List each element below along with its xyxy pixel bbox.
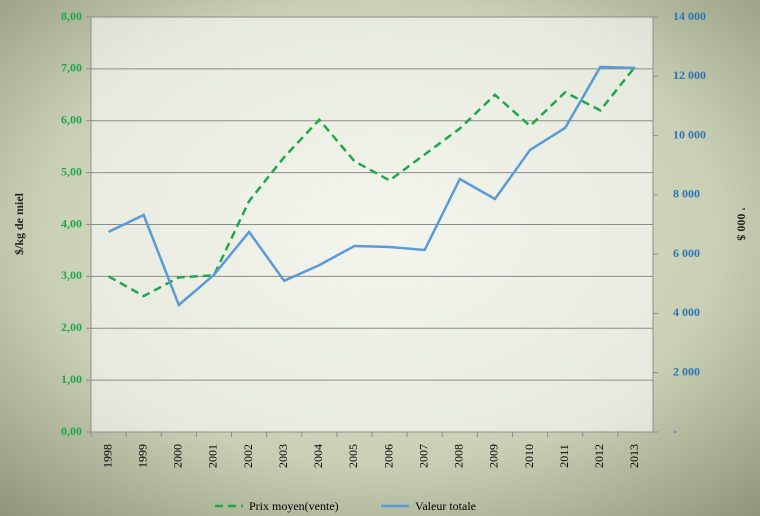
series-line [107, 65, 637, 298]
x-tick-label: 1998 [100, 444, 114, 468]
y2-tick-label: 8 000 [673, 187, 700, 201]
legend-label: Prix moyen(vente) [249, 499, 339, 513]
x-tick-label: 2009 [487, 444, 501, 468]
y2-tick-label: - [673, 424, 677, 438]
x-tick-label: 2001 [206, 444, 220, 468]
x-tick-label: 2007 [416, 444, 430, 468]
legend-label: Valeur totale [415, 499, 476, 513]
x-tick-label: 2012 [592, 444, 606, 468]
x-tick-label: 1999 [135, 444, 149, 468]
y2-tick-label: 14 000 [673, 9, 706, 23]
x-tick-label: 2000 [171, 444, 185, 468]
y2-tick-label: 4 000 [673, 305, 700, 319]
y-tick-label: 0,00 [61, 424, 82, 438]
x-tick-label: 2008 [452, 444, 466, 468]
x-tick-label: 2002 [241, 444, 255, 468]
y-axis-title: $/kg de miel [12, 192, 26, 255]
x-tick-label: 2005 [346, 444, 360, 468]
y-tick-label: 6,00 [61, 113, 82, 127]
x-tick-label: 2004 [311, 444, 325, 468]
y-tick-label: 5,00 [61, 164, 82, 178]
y-tick-label: 4,00 [61, 216, 82, 230]
x-tick-label: 2011 [557, 444, 571, 468]
series-line [108, 65, 636, 308]
y2-tick-label: 6 000 [673, 246, 700, 260]
y2-tick-label: 2 000 [673, 364, 700, 378]
y-tick-label: 3,00 [61, 268, 82, 282]
y-tick-label: 1,00 [61, 372, 82, 386]
x-tick-label: 2013 [627, 444, 641, 468]
y2-tick-label: 10 000 [673, 127, 706, 141]
x-tick-label: 2006 [381, 444, 395, 468]
y-tick-label: 7,00 [61, 61, 82, 75]
x-tick-label: 2010 [522, 444, 536, 468]
x-tick-label: 2003 [276, 444, 290, 468]
y2-tick-label: 12 000 [673, 68, 706, 82]
y2-axis-title: ' 000 $ [734, 207, 748, 240]
y-tick-label: 2,00 [61, 320, 82, 334]
y-tick-label: 8,00 [61, 9, 82, 23]
